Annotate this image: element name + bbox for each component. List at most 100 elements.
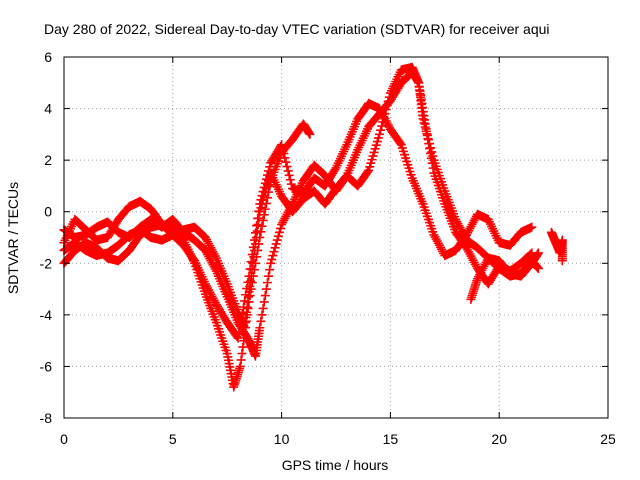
- data-point: [278, 218, 288, 228]
- data-point: [268, 251, 278, 261]
- data-point: [463, 245, 473, 255]
- data-point: [251, 233, 261, 242]
- series-track-6: [546, 227, 567, 266]
- data-point: [255, 323, 265, 333]
- data-point: [269, 247, 279, 257]
- data-point: [281, 211, 291, 221]
- data-point: [277, 220, 287, 230]
- data-point: [429, 230, 439, 240]
- x-tick-label: 0: [60, 431, 68, 447]
- y-tick-label: -6: [40, 358, 53, 374]
- data-point: [472, 274, 482, 284]
- data-point: [533, 263, 543, 273]
- data-point: [381, 105, 391, 115]
- data-point: [527, 222, 537, 232]
- data-point: [208, 293, 218, 303]
- data-point: [384, 92, 394, 102]
- data-point: [395, 138, 405, 148]
- axis-ticks: 0 5 10 15 20 25 -8 -6 -4 -2 0 2 4 6: [40, 49, 616, 447]
- data-point: [424, 139, 434, 149]
- data-point: [260, 291, 270, 301]
- data-point: [533, 248, 543, 258]
- data-point: [422, 129, 432, 139]
- data-point: [254, 213, 264, 223]
- data-point: [262, 278, 272, 288]
- data-point: [255, 207, 265, 217]
- data-point: [383, 120, 393, 130]
- data-point: [247, 265, 257, 275]
- data-point: [305, 129, 315, 139]
- data-point: [210, 251, 220, 261]
- data-point: [426, 153, 436, 163]
- data-point: [469, 215, 479, 225]
- data-point: [428, 163, 438, 173]
- data-point: [188, 254, 198, 264]
- data-point: [468, 255, 478, 265]
- data-point: [363, 167, 373, 177]
- data-point: [437, 244, 447, 254]
- data-point: [380, 109, 390, 119]
- data-point: [465, 249, 475, 259]
- data-point: [236, 355, 246, 365]
- data-point: [257, 310, 267, 320]
- x-tick-label: 25: [600, 431, 616, 447]
- data-point: [204, 239, 214, 249]
- data-point: [464, 226, 474, 236]
- data-point: [265, 162, 275, 172]
- data-point: [208, 247, 218, 257]
- data-point: [476, 268, 486, 278]
- data-point: [280, 213, 290, 223]
- data-point: [283, 166, 293, 176]
- data-point: [427, 158, 437, 168]
- data-point: [261, 284, 271, 294]
- data-point: [273, 231, 283, 241]
- data-point: [203, 237, 213, 247]
- data-point: [279, 215, 289, 225]
- data-point: [209, 249, 219, 259]
- data-point: [382, 100, 392, 110]
- data-point: [259, 191, 269, 201]
- data-point: [209, 295, 219, 305]
- data-point: [425, 148, 435, 158]
- data-point: [210, 297, 220, 307]
- data-point: [258, 195, 268, 205]
- data-point: [281, 157, 291, 167]
- x-tick-label: 10: [274, 431, 290, 447]
- data-point: [282, 209, 292, 219]
- x-tick-label: 5: [169, 431, 177, 447]
- data-point: [278, 144, 288, 154]
- data-point: [205, 287, 215, 297]
- data-point: [206, 289, 216, 299]
- data-point: [467, 253, 477, 263]
- data-point: [256, 203, 266, 213]
- data-point: [474, 272, 484, 282]
- data-point: [475, 270, 485, 280]
- data-point: [208, 260, 218, 270]
- plot-frame: [63, 56, 609, 419]
- data-point: [466, 251, 476, 261]
- data-point: [267, 254, 277, 264]
- series-track-5: [466, 248, 543, 304]
- data-points: [59, 62, 567, 392]
- data-point: [430, 232, 440, 242]
- data-point: [557, 256, 567, 266]
- data-point: [260, 204, 270, 214]
- data-point: [280, 153, 290, 163]
- data-point: [470, 259, 480, 269]
- data-point: [253, 220, 263, 230]
- data-point: [285, 175, 295, 185]
- data-point: [469, 257, 479, 267]
- data-point: [425, 144, 435, 154]
- data-point: [202, 235, 212, 245]
- data-point: [264, 271, 274, 281]
- data-point: [432, 236, 442, 246]
- data-point: [238, 342, 248, 352]
- data-point: [379, 113, 389, 123]
- data-point: [252, 226, 262, 236]
- data-point: [330, 165, 340, 175]
- data-point: [377, 121, 387, 131]
- data-point: [465, 224, 475, 234]
- data-point: [266, 258, 276, 268]
- data-point: [265, 265, 275, 275]
- data-point: [477, 266, 487, 276]
